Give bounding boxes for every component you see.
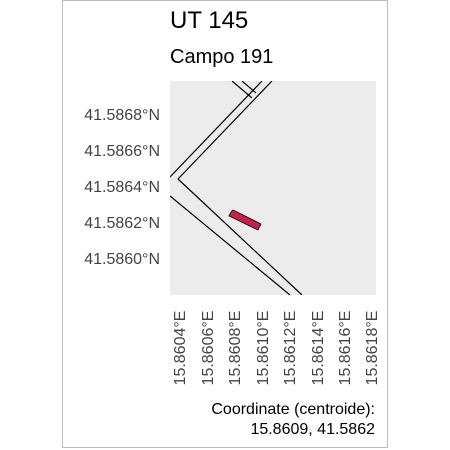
road-edge bbox=[241, 81, 257, 94]
road-edge bbox=[170, 195, 291, 295]
lat-tick-label: 41.5866°N bbox=[84, 143, 160, 160]
lon-tick: 15.8612°E bbox=[282, 302, 300, 394]
road-network bbox=[170, 81, 303, 295]
road-edge bbox=[170, 81, 263, 178]
lon-tick-label: 15.8614°E bbox=[310, 310, 327, 386]
lat-tick-label: 41.5868°N bbox=[84, 107, 160, 124]
lon-tick: 15.8618°E bbox=[364, 302, 382, 394]
road-edge bbox=[177, 178, 303, 295]
lon-tick: 15.8610°E bbox=[255, 302, 273, 394]
lon-tick: 15.8606°E bbox=[200, 302, 218, 394]
coordinate-label: Coordinate (centroide): bbox=[211, 401, 375, 418]
lon-tick: 15.8608°E bbox=[227, 302, 245, 394]
map-background bbox=[170, 81, 376, 295]
lon-tick-label: 15.8610°E bbox=[255, 310, 272, 386]
map-title: UT 145 bbox=[170, 7, 249, 34]
coordinate-value: 15.8609, 41.5862 bbox=[250, 421, 375, 438]
lat-tick-label: 41.5864°N bbox=[84, 179, 160, 196]
lon-tick-label: 15.8618°E bbox=[364, 310, 381, 386]
parcel-feature[interactable] bbox=[228, 209, 262, 231]
lon-tick-label: 15.8616°E bbox=[337, 310, 354, 386]
map-panel[interactable] bbox=[170, 81, 376, 295]
road-edge bbox=[231, 81, 253, 99]
lon-tick-label: 15.8606°E bbox=[200, 310, 217, 386]
lon-tick-label: 15.8608°E bbox=[227, 310, 244, 386]
lon-tick: 15.8614°E bbox=[310, 302, 328, 394]
lat-tick-label: 41.5860°N bbox=[84, 251, 160, 268]
lon-tick-label: 15.8612°E bbox=[282, 310, 299, 386]
map-subtitle: Campo 191 bbox=[170, 46, 274, 68]
lon-tick: 15.8616°E bbox=[337, 302, 355, 394]
lat-tick-label: 41.5862°N bbox=[84, 215, 160, 232]
road-edge bbox=[177, 81, 273, 180]
lon-tick-label: 15.8604°E bbox=[172, 310, 189, 386]
lon-tick: 15.8604°E bbox=[172, 302, 190, 394]
